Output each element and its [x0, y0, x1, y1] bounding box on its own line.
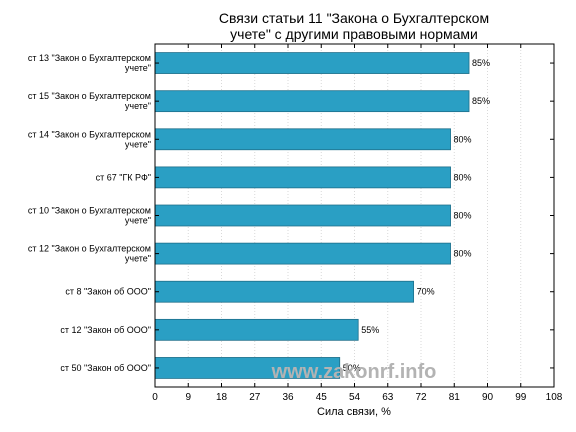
x-axis-label: Сила связи, % — [317, 406, 391, 418]
category-label: ст 12 "Закон об ООО" — [60, 325, 151, 335]
x-tick-label: 90 — [482, 392, 494, 403]
chart-title-line: Связи статьи 11 "Закона о Бухгалтерском — [219, 10, 489, 26]
x-tick-label: 36 — [282, 392, 294, 403]
bar — [154, 52, 470, 74]
bar — [154, 242, 451, 265]
x-tick-label: 81 — [449, 392, 461, 403]
x-tick-label: 27 — [249, 392, 261, 403]
category-label: учете" — [125, 216, 151, 226]
bar-value-label: 70% — [417, 287, 435, 297]
bar-value-label: 85% — [472, 58, 490, 68]
bar-value-label: 50% — [343, 363, 361, 373]
bar — [154, 128, 451, 151]
bar — [154, 90, 470, 113]
category-label: ст 12 "Закон о Бухгалтерском — [28, 244, 151, 254]
x-tick-label: 99 — [515, 392, 527, 403]
category-label: ст 13 "Закон о Бухгалтерском — [28, 53, 151, 63]
category-label: ст 14 "Закон о Бухгалтерском — [28, 129, 151, 139]
bars: 85% 85% 80% 80% 80% 80% 70% 55% 50% — [154, 52, 490, 379]
bar-value-label: 80% — [454, 249, 472, 259]
bar — [154, 318, 359, 341]
bar — [154, 166, 451, 189]
bar — [154, 204, 451, 227]
category-label: учете" — [125, 101, 151, 111]
chart-title: Связи статьи 11 "Закона о Бухгалтерскому… — [219, 10, 489, 42]
x-tick-label: 0 — [152, 392, 158, 403]
bar — [154, 280, 415, 303]
x-tick-label: 45 — [316, 392, 328, 403]
watermark-group: www.zakonrf.info — [271, 361, 437, 383]
category-label: ст 10 "Закон о Бухгалтерском — [28, 206, 151, 216]
category-label: ст 67 "ГК РФ" — [96, 172, 151, 182]
category-label: учете" — [125, 254, 151, 264]
bar-value-label: 80% — [454, 134, 472, 144]
watermark: www.zakonrf.info — [271, 361, 437, 383]
category-label: учете" — [125, 63, 151, 73]
chart-title-line: учете" с другими правовыми нормами — [230, 26, 478, 42]
x-tick-label: 18 — [216, 392, 228, 403]
x-tick-label: 9 — [185, 392, 191, 403]
category-label: ст 50 "Закон об ООО" — [60, 363, 151, 373]
x-tick-label: 54 — [349, 392, 361, 403]
x-tick-label: 72 — [415, 392, 427, 403]
category-label: ст 15 "Закон о Бухгалтерском — [28, 91, 151, 101]
category-label: учете" — [125, 139, 151, 149]
x-tick-label: 63 — [382, 392, 394, 403]
bar-value-label: 85% — [472, 96, 490, 106]
x-tick-label: 108 — [546, 392, 563, 403]
bar-value-label: 80% — [454, 211, 472, 221]
bar-value-label: 80% — [454, 172, 472, 182]
category-label: ст 8 "Закон об ООО" — [65, 287, 151, 297]
bar-value-label: 55% — [361, 325, 379, 335]
